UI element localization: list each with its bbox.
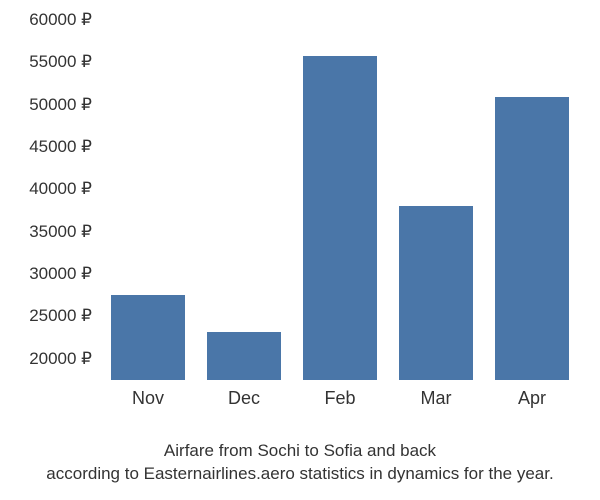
y-tick-label: 45000 ₽ <box>29 137 100 157</box>
bar <box>207 332 282 380</box>
plot-area: 20000 ₽25000 ₽30000 ₽35000 ₽40000 ₽45000… <box>100 20 580 380</box>
bar <box>495 97 570 380</box>
y-tick-label: 60000 ₽ <box>29 10 100 30</box>
caption-line-1: Airfare from Sochi to Sofia and back <box>0 440 600 463</box>
bar <box>303 56 378 380</box>
y-tick-label: 55000 ₽ <box>29 52 100 72</box>
x-tick-label: Apr <box>518 380 546 409</box>
airfare-chart: 20000 ₽ 25000 ₽ 30000 ₽ 35000 ₽ 40000 ₽ 45000… <box>0 0 600 500</box>
x-tick-label: Nov <box>132 380 164 409</box>
x-tick-label: Feb <box>324 380 355 409</box>
y-tick-label: 30000 ₽ <box>29 264 100 284</box>
chart-caption: Airfare from Sochi to Sofia and back acc… <box>0 440 600 486</box>
x-tick-label: Mar <box>421 380 452 409</box>
y-tick-label: 25000 ₽ <box>29 306 100 326</box>
y-tick-label: 35000 ₽ <box>29 222 100 242</box>
y-tick-label: 50000 ₽ <box>29 95 100 115</box>
y-tick-label: 40000 ₽ <box>29 179 100 199</box>
bar <box>399 206 474 380</box>
bar <box>111 295 186 380</box>
y-tick-label: 20000 ₽ <box>29 349 100 369</box>
caption-line-2: according to Easternairlines.aero statis… <box>0 463 600 486</box>
x-tick-label: Dec <box>228 380 260 409</box>
